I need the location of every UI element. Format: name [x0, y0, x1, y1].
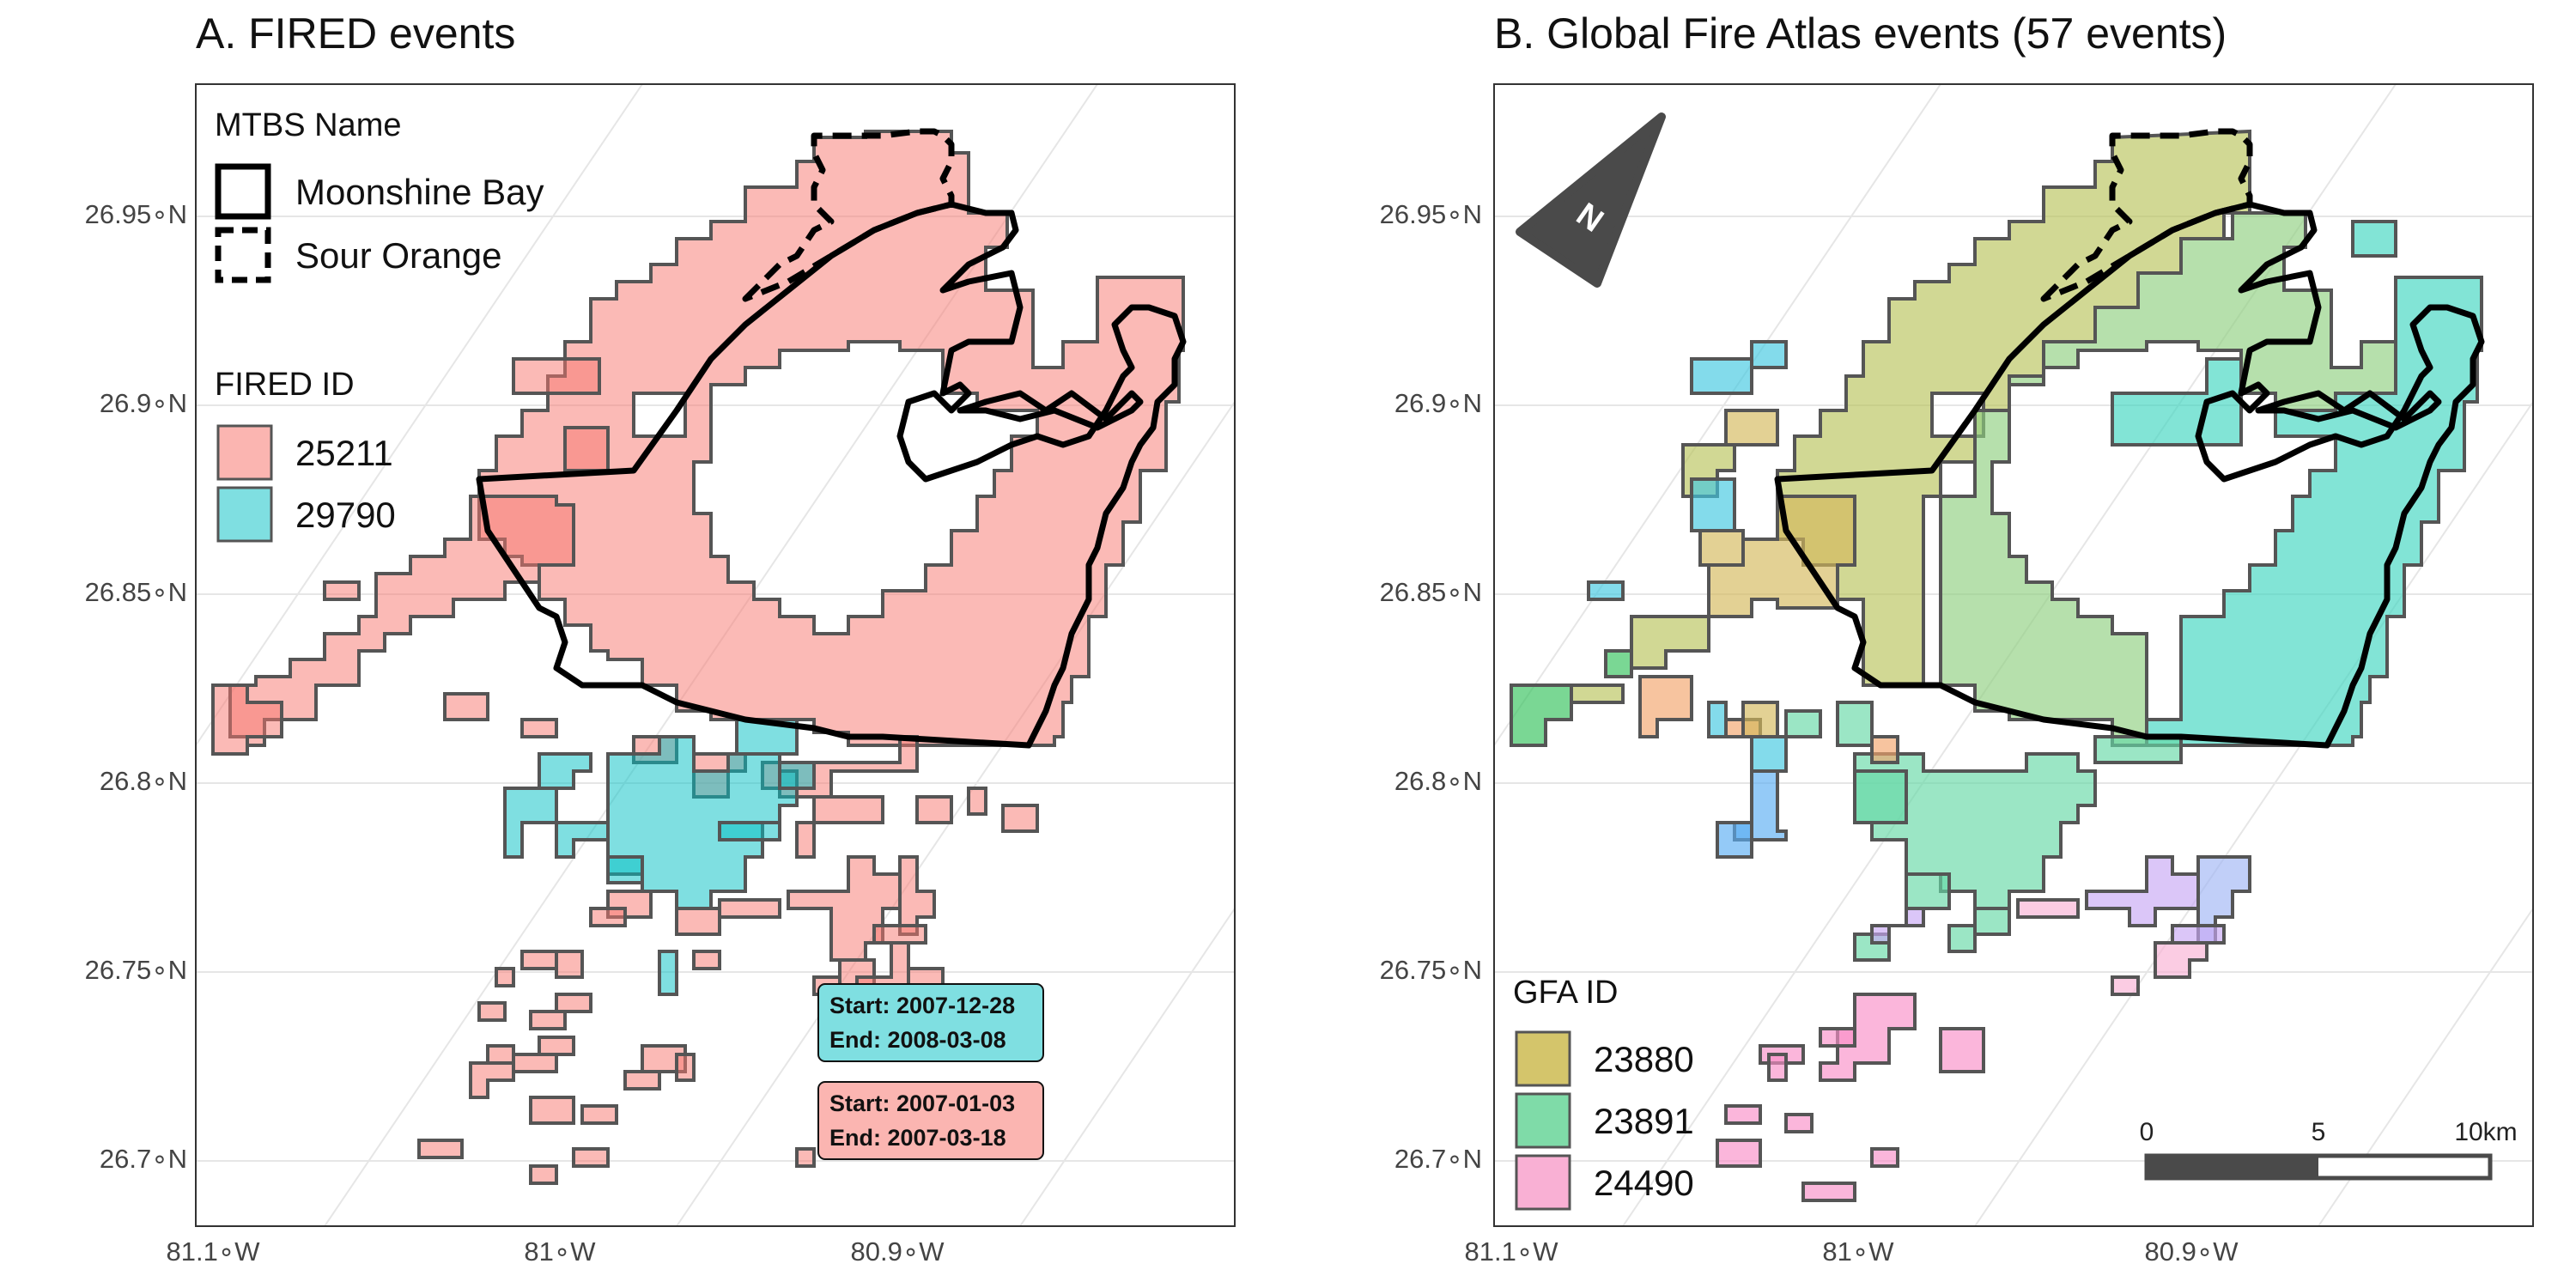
legend-gfa-swatch: [1515, 1030, 1571, 1087]
fired-29790-polygons: [503, 718, 816, 996]
legend-gfa-swatch: [1515, 1154, 1571, 1211]
panel-a-xtick: 80.9∘W: [850, 1236, 945, 1267]
panel-b-ytick: 26.95∘N: [1379, 199, 1482, 229]
panel-a-gridlines: [196, 84, 1235, 1226]
legend-fired-title: FIRED ID: [215, 367, 355, 403]
legend-gfa-swatch: [1515, 1092, 1571, 1149]
legend-fired-item-label: 25211: [295, 433, 393, 473]
label-25211-start: Start: 2007-01-03: [829, 1091, 1015, 1116]
scale-bar-label: 10km: [2454, 1118, 2517, 1146]
mtbs-moonshine-bay-outline: [476, 201, 1187, 749]
label-box-29790: [817, 983, 1044, 1062]
north-arrow-icon: N: [1516, 112, 1666, 288]
panel-b-xtick: 81∘W: [1822, 1236, 1894, 1267]
label-29790-start: Start: 2007-12-28: [829, 993, 1015, 1018]
label-29790-end: End: 2008-03-08: [829, 1027, 1006, 1053]
fired-25211-polygons: [211, 130, 1185, 1185]
panel-a-map: MTBS Name Moonshine Bay Sour Orange FIRE…: [195, 83, 1236, 1227]
mtbs-sour-orange-outline: [2040, 128, 2253, 302]
panel-b-title: B. Global Fire Atlas events (57 events): [1494, 9, 2227, 58]
mtbs-sour-orange-outline: [742, 128, 955, 302]
panel-a-ytick: 26.95∘N: [84, 199, 187, 229]
panel-a-ytick: 26.9∘N: [99, 388, 187, 418]
legend-gfa-item-label: 24490: [1594, 1163, 1694, 1203]
legend-mtbs-title: MTBS Name: [215, 107, 401, 143]
panel-a-ytick: 26.8∘N: [99, 766, 187, 796]
panel-b-ytick: 26.8∘N: [1394, 766, 1482, 796]
legend-gfa-item-label: 23880: [1594, 1039, 1694, 1079]
mtbs-moonshine-bay-inner: [2255, 390, 2442, 431]
panel-a-ytick: 26.7∘N: [99, 1144, 187, 1174]
panel-b-ytick: 26.85∘N: [1379, 577, 1482, 607]
legend-mtbs-solid-key: [215, 163, 271, 220]
panel-b-ytick: 26.75∘N: [1379, 955, 1482, 985]
legend-fired-swatch-29790: [216, 486, 273, 543]
panel-a-title: A. FIRED events: [196, 9, 516, 58]
legend-gfa-item-label: 23891: [1594, 1101, 1694, 1141]
panel-b-xtick: 80.9∘W: [2144, 1236, 2239, 1267]
mtbs-moonshine-bay-inner: [957, 390, 1144, 431]
scale-bar-label: 5: [2312, 1118, 2326, 1146]
label-25211-end: End: 2007-03-18: [829, 1125, 1006, 1151]
panel-b-xtick: 81.1∘W: [1464, 1236, 1558, 1267]
panel-a-ytick: 26.75∘N: [84, 955, 187, 985]
gfa-polygons: [1510, 129, 2483, 1202]
scale-bar: 0 5 10km: [2140, 1118, 2518, 1181]
legend-fired-swatch-25211: [216, 424, 273, 481]
legend-mtbs-item-label: Sour Orange: [295, 235, 501, 276]
label-box-25211: [817, 1081, 1044, 1160]
panel-a-xtick: 81.1∘W: [166, 1236, 260, 1267]
scale-bar-label: 0: [2140, 1118, 2154, 1146]
mtbs-moonshine-bay-outline: [1774, 201, 2485, 749]
panel-b-map: N GFA ID 23880 23891 24490 0 5 10km: [1493, 83, 2534, 1227]
panel-a-xtick: 81∘W: [524, 1236, 596, 1267]
legend-mtbs-item-label: Moonshine Bay: [295, 172, 544, 212]
panel-a-ytick: 26.85∘N: [84, 577, 187, 607]
panel-b-ytick: 26.9∘N: [1394, 388, 1482, 418]
legend-fired-item-label: 29790: [295, 495, 396, 535]
legend-mtbs-dashed-key: [215, 227, 271, 283]
panel-b-ytick: 26.7∘N: [1394, 1144, 1482, 1174]
legend-gfa-title: GFA ID: [1513, 975, 1618, 1011]
